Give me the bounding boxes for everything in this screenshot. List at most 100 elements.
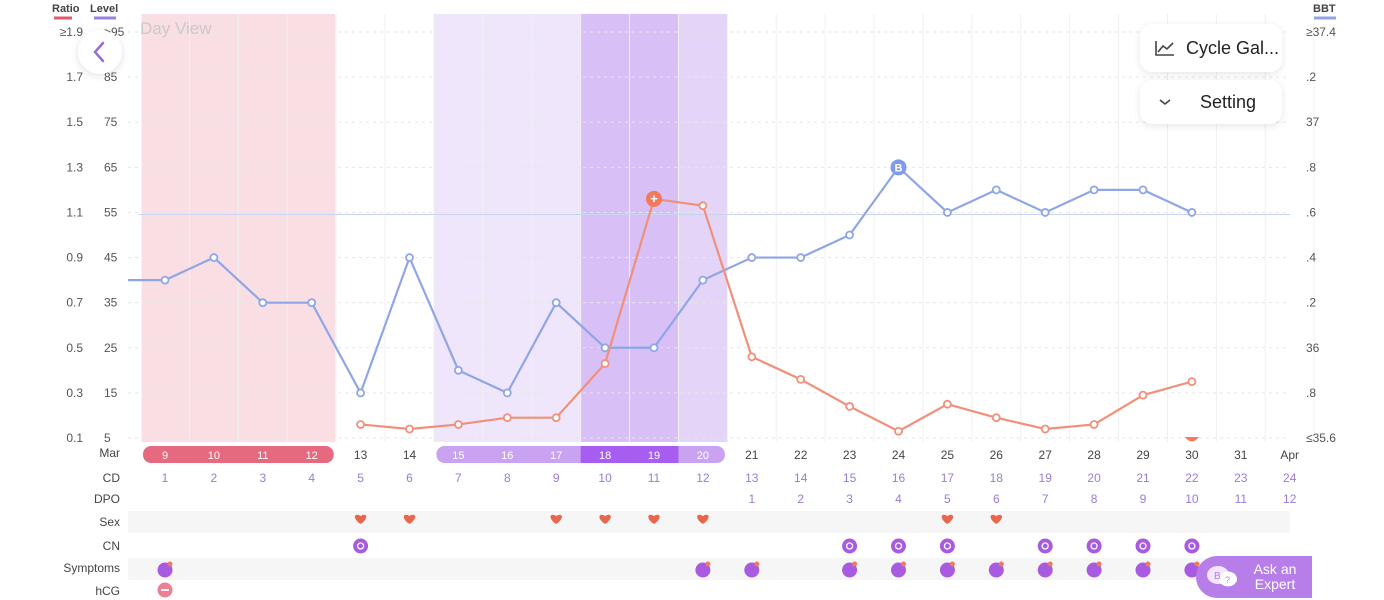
- cd-label: 10: [598, 471, 612, 485]
- cn-icon-inner: [356, 542, 365, 550]
- ratio-point: [991, 413, 1001, 423]
- cn-icon: [1037, 538, 1053, 554]
- bbt-point: [1187, 208, 1197, 217]
- ratio-point: [845, 402, 854, 411]
- ratio-tick-label: 0.1: [66, 431, 83, 445]
- dpo-label: 7: [1042, 492, 1049, 506]
- cn-icon-inner: [1139, 542, 1147, 550]
- cd-label: 19: [1039, 471, 1053, 485]
- row-label-symptoms: Symptoms: [63, 561, 120, 575]
- bbt-point: [747, 253, 757, 262]
- date-label: 30: [1185, 448, 1199, 462]
- date-label: 15: [452, 450, 464, 462]
- symptom-icon: [842, 562, 858, 578]
- cd-label: 18: [990, 471, 1004, 485]
- row-label-sex: Sex: [99, 515, 120, 529]
- bbt-tick-label: .8: [1306, 160, 1316, 174]
- level-tick-label: 35: [104, 296, 118, 310]
- symptom-icon: [1184, 562, 1200, 578]
- bbt-point: [1089, 185, 1099, 195]
- symptom-icon-dot: [901, 561, 906, 567]
- ratio-point: [747, 352, 757, 362]
- cn-icon: [891, 538, 906, 554]
- cd-label: 6: [406, 471, 413, 485]
- ratio-tick-label: 1.7: [66, 70, 83, 84]
- date-label: 29: [1136, 448, 1150, 462]
- date-label: 17: [550, 450, 562, 462]
- cn-icon-inner: [845, 542, 854, 550]
- symptom-icon-dot: [705, 561, 711, 567]
- ratio-point: [1187, 377, 1197, 387]
- dpo-label: 12: [1283, 492, 1297, 506]
- cd-label: 7: [455, 471, 462, 485]
- ratio-point: [1138, 390, 1148, 400]
- cd-label: 5: [357, 471, 364, 485]
- heart-icon: [941, 514, 954, 524]
- symptom-icon-dot: [852, 561, 858, 567]
- row-label-dpo: DPO: [94, 492, 120, 506]
- bbt-tick-label: .6: [1306, 205, 1316, 219]
- ratio-point: [453, 420, 463, 429]
- bbt-point: [845, 230, 854, 240]
- line-chart-icon: [1152, 35, 1178, 61]
- dpo-label: 3: [846, 492, 853, 506]
- setting-button[interactable]: Setting: [1140, 80, 1282, 124]
- cd-label: 2: [211, 471, 218, 485]
- symptom-icon: [157, 562, 173, 578]
- symptom-icon: [891, 562, 906, 578]
- symptom-icon: [1086, 562, 1102, 578]
- dpo-label: 9: [1140, 492, 1147, 506]
- bbt-tick-label: ≤35.6: [1306, 431, 1336, 445]
- ratio-peak-plus: +: [650, 191, 658, 206]
- dpo-label: 2: [797, 492, 804, 506]
- bbt-tick-label: .2: [1306, 296, 1316, 310]
- date-label: 14: [403, 448, 417, 462]
- dpo-label: 11: [1235, 492, 1248, 506]
- ratio-point: [600, 359, 610, 368]
- level-tick-label: 55: [104, 205, 118, 219]
- back-button[interactable]: [78, 30, 122, 74]
- ratio-point: [551, 413, 561, 423]
- cd-label: 12: [696, 471, 710, 485]
- bbt-point: [551, 298, 561, 308]
- level-tick-label: 75: [104, 115, 118, 129]
- date-label: 23: [843, 448, 857, 462]
- ratio-tick-label: ≥1.9: [60, 25, 84, 39]
- date-label: 16: [501, 450, 513, 462]
- symptom-icon-dot: [1145, 561, 1151, 567]
- cycle-gallery-label: Cycle Gal...: [1186, 37, 1280, 58]
- bbt-point: [209, 253, 219, 262]
- level-axis-header: Level: [90, 3, 118, 15]
- cn-icon-inner: [943, 542, 952, 550]
- ratio-tick-label: 0.7: [66, 296, 83, 310]
- dpo-label: 8: [1091, 492, 1098, 506]
- heart-icon: [697, 514, 709, 524]
- cycle-gallery-button[interactable]: Cycle Gal...: [1140, 24, 1282, 72]
- chevron-left-icon: [93, 41, 105, 63]
- peak-date-pill: [580, 446, 679, 463]
- cn-icon: [842, 538, 858, 554]
- cd-label: 11: [648, 471, 661, 485]
- ask-expert-button[interactable]: B ? Ask an Expert: [1196, 556, 1312, 598]
- ratio-tick-label: 1.1: [66, 205, 83, 219]
- sex-row-bg: [128, 511, 1290, 533]
- symptom-icon: [744, 562, 760, 578]
- ratio-peak-marker: [646, 190, 662, 207]
- period-date-pill: [143, 446, 334, 463]
- date-label: 31: [1234, 448, 1248, 462]
- cn-icon: [353, 538, 369, 554]
- bbt-tick-label: 37: [1306, 115, 1320, 129]
- cn-icon-inner: [1188, 542, 1196, 550]
- heart-icon: [550, 514, 562, 524]
- row-label-date: Mar: [99, 446, 120, 460]
- ratio-point: [1040, 424, 1050, 434]
- cd-label: 15: [843, 471, 857, 485]
- cd-label: 1: [162, 471, 169, 485]
- date-label: 25: [941, 448, 955, 462]
- bbt-point: [1138, 185, 1148, 195]
- date-label: 21: [745, 448, 759, 462]
- bbt-tick-label: .4: [1306, 251, 1316, 265]
- date-label: 28: [1087, 448, 1101, 462]
- bbt-point: [698, 275, 708, 285]
- ratio-tick-label: 0.5: [66, 341, 83, 355]
